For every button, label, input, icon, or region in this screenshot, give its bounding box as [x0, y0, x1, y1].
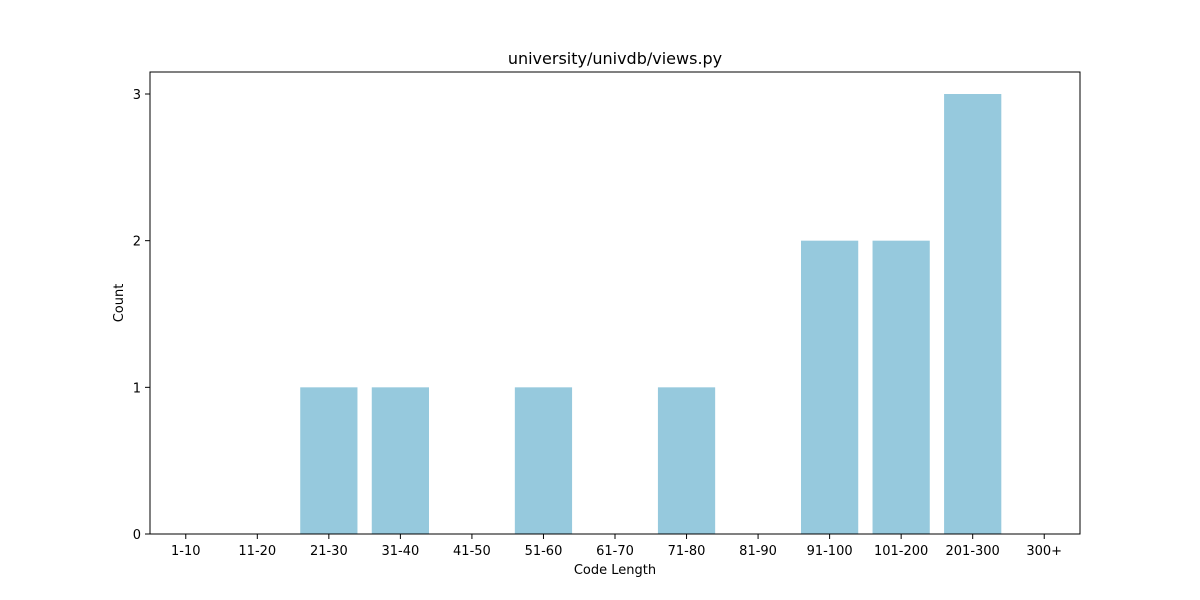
- x-tick-label: 1-10: [171, 544, 201, 559]
- x-tick-label: 41-50: [453, 544, 491, 559]
- bar-101-200: [872, 240, 930, 534]
- y-tick-label: 3: [133, 88, 141, 103]
- x-tick-label: 21-30: [310, 544, 348, 559]
- x-tick-label: 91-100: [807, 544, 853, 559]
- x-tick-label: 201-300: [946, 544, 1000, 559]
- y-tick-label: 2: [133, 235, 141, 250]
- x-tick-label: 300+: [1026, 544, 1062, 559]
- bar-91-100: [801, 240, 859, 534]
- bar-31-40: [371, 387, 429, 534]
- x-tick-label: 11-20: [238, 544, 276, 559]
- plot-frame: [149, 71, 1081, 535]
- x-tick-label: 71-80: [668, 544, 706, 559]
- x-tick-label: 81-90: [739, 544, 777, 559]
- bar-201-300: [944, 94, 1002, 534]
- bar-71-80: [657, 387, 716, 534]
- x-tick-label: 31-40: [381, 544, 419, 559]
- y-tick-label: 0: [133, 528, 141, 543]
- x-axis: 1-10 11-20 21-30 31-40 41-50 51-60 61-70 71-80 8…: [171, 534, 1062, 559]
- bar-51-60: [514, 387, 573, 534]
- x-tick-label: 61-70: [596, 544, 634, 559]
- bar-21-30: [300, 387, 358, 534]
- x-tick-label: 101-200: [874, 544, 928, 559]
- bars-group: [300, 94, 1002, 534]
- y-axis-label: Count: [112, 284, 127, 323]
- chart-title: university/univdb/views.py: [508, 49, 722, 68]
- x-axis-label: Code Length: [574, 563, 656, 578]
- x-tick-label: 51-60: [525, 544, 563, 559]
- y-tick-label: 1: [133, 381, 141, 396]
- y-axis: 0 1 2 3: [133, 88, 150, 543]
